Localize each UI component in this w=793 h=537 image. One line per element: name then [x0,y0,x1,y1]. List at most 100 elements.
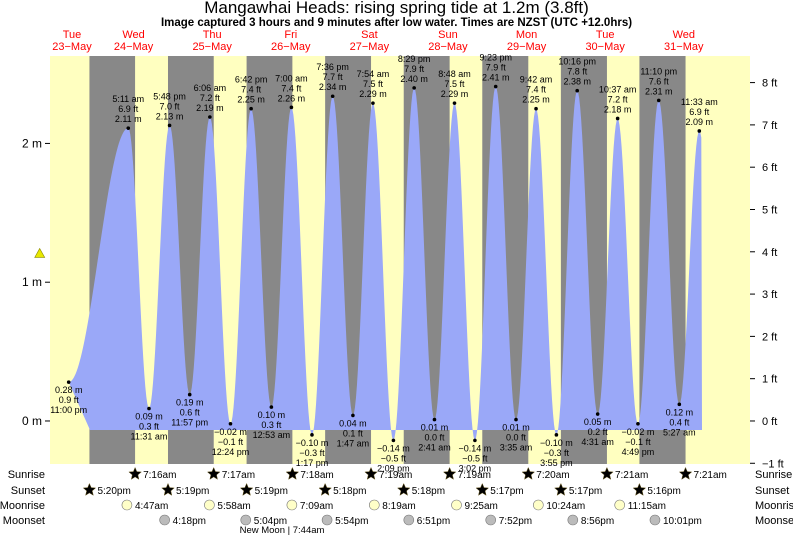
tide-label: −0.1 ft [218,437,244,447]
sunrise-time: 7:21am [694,470,727,481]
sunrise-time: 7:20am [536,470,569,481]
tide-label: 1:47 am [337,438,370,448]
tide-label: −0.5 ft [462,453,488,463]
tide-label: −0.02 m [214,427,247,437]
low-tide-point [351,413,355,418]
chart-subtitle: Image captured 3 hours and 9 minutes aft… [160,17,633,29]
right-tick-label: 7 ft [762,120,777,132]
high-tide-point [575,88,579,93]
moonset-icon [321,514,333,526]
high-tide-point [452,101,457,105]
tide-label: 8:29 pm [398,54,431,64]
tide-label: 7.5 ft [363,79,384,89]
tide-label: 0.05 m [584,417,612,427]
tide-label: −0.14 m [377,443,410,453]
sunset-time: 5:19pm [176,486,209,497]
tide-label: 11:31 am [131,431,168,441]
moonset-icon [159,514,170,526]
low-tide-point [514,417,518,422]
tide-label: 2.11 m [115,114,142,124]
tide-label: 12:24 pm [212,447,250,457]
low-tide-point [147,406,151,411]
moonset-icon [485,514,497,526]
high-tide-point [167,123,172,128]
tide-label: 6:42 pm [235,75,268,85]
moonset-time: 5:54pm [335,516,368,527]
low-tide-point [595,412,600,416]
tide-label: 4:31 am [581,437,614,447]
moonrise-icon [204,499,215,511]
moonrise-time: 7:09am [300,501,333,512]
sunrise-icon [600,466,614,480]
tide-label: 0.0 ft [424,433,445,443]
high-tide-point [493,84,498,89]
tide-label: 11:33 am [681,97,718,107]
high-tide-point [371,101,375,105]
tide-label: 2.29 m [359,89,387,99]
sunrise-time: 7:16am [143,470,176,481]
sunset-time: 5:18pm [412,486,445,497]
moonset-time: 7:52pm [499,516,532,527]
moonset-time: 6:51pm [417,516,450,527]
low-tide-point [269,405,274,409]
sunrise-icon [128,466,142,480]
y-tick-label: 2 m [22,136,42,150]
tide-label: 5:27 am [663,427,696,437]
high-tide-point [412,86,416,90]
date-label: 26−May [271,41,311,53]
tide-label: 7:00 am [275,73,308,83]
high-tide-point [208,115,212,119]
tide-label: 7.4 ft [526,85,547,95]
sunset-icon [396,482,411,496]
right-tick-label: 2 ft [762,331,777,343]
tide-label: 0.0 ft [506,433,527,443]
tide-label: 6:06 am [194,83,227,93]
high-tide-point [534,106,538,111]
sunrise-icon [206,466,221,480]
moonrise-time: 10:24am [546,501,585,512]
date-label: 24−May [114,41,154,53]
sunset-icon [318,482,332,496]
day-label: Sun [438,29,458,41]
high-tide-point [697,129,702,133]
tide-label: 5:11 am [112,94,144,104]
sunset-time: 5:20pm [97,486,130,497]
sunset-time: 5:17pm [490,486,523,497]
tide-label: 7.2 ft [608,94,629,104]
tide-label: 2.26 m [278,93,306,103]
day-label: Fri [284,29,297,41]
sunset-time: 5:19pm [255,486,288,497]
high-tide-point [330,94,335,99]
low-tide-point [228,421,233,426]
tide-label: −0.1 ft [625,437,651,447]
row-label-left: Sunset [11,485,45,497]
right-tick-label: 0 ft [762,416,777,428]
sunrise-icon [364,466,378,480]
sunrise-time: 7:19am [379,470,412,481]
tide-label: 0.09 m [135,411,163,421]
right-tick-label: 1 ft [762,374,777,386]
row-label-right: Moonset [755,515,793,527]
chart-title: Mangawhai Heads: rising spring tide at 1… [204,0,589,17]
tide-label: 7.6 ft [649,76,670,86]
tide-label: 2.31 m [645,86,673,96]
tide-label: 2.29 m [441,89,469,99]
low-tide-point [473,438,477,443]
right-tick-label: 4 ft [762,247,777,259]
tide-label: 0.3 ft [261,420,282,430]
tide-label: 8:48 am [438,69,471,79]
high-tide-point [656,98,661,103]
tide-label: −0.10 m [540,438,573,448]
sunrise-time: 7:17am [222,470,255,481]
row-label-left: Moonset [3,515,45,527]
row-label-right: Sunrise [755,469,792,481]
day-label: Wed [122,29,144,41]
tide-label: 2.40 m [400,74,428,84]
sunrise-time: 7:19am [458,470,491,481]
moonrise-time: 5:58am [217,501,250,512]
tide-label: 0.1 ft [343,428,364,438]
tide-label: 11:00 pm [50,405,87,415]
tide-label: 10:37 am [599,84,637,94]
tide-label: 11:10 pm [640,66,677,76]
sunrise-time: 7:21am [615,470,648,481]
